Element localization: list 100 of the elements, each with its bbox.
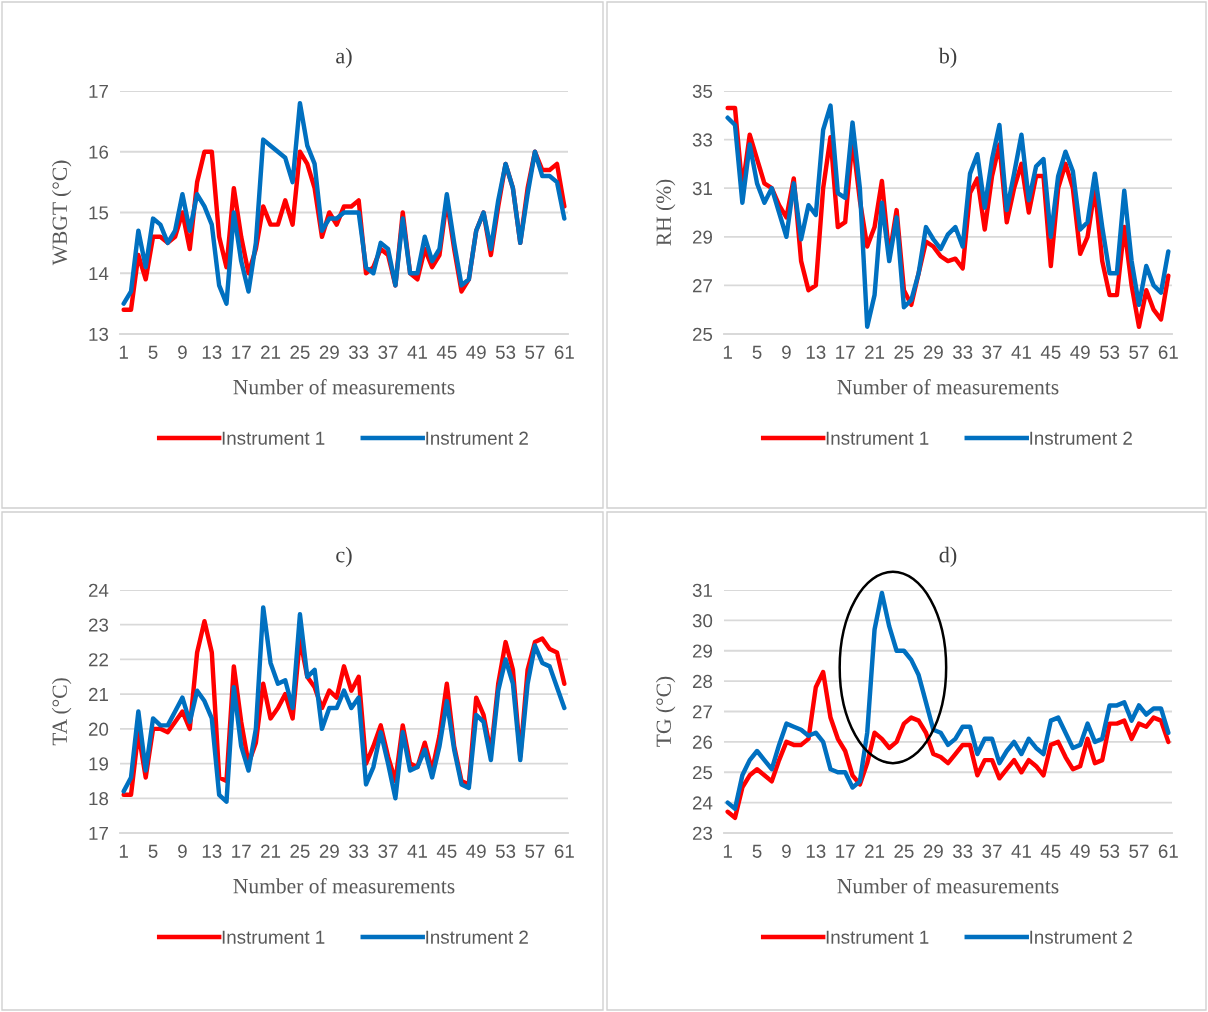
y-tick-label: 16 (89, 145, 109, 159)
x-tick-label: 13 (202, 345, 222, 359)
y-tick-label: 33 (692, 133, 713, 147)
x-tick-label: 29 (923, 345, 943, 359)
legend-label: Instrument 2 (426, 431, 528, 445)
legend-label: Instrument 1 (826, 431, 929, 445)
y-tick-label: 23 (88, 618, 109, 632)
y-tick-label: 28 (692, 674, 713, 689)
x-tick-label: 37 (982, 844, 1002, 858)
x-tick-label: 33 (348, 345, 369, 359)
x-tick-label: 53 (1099, 345, 1120, 359)
y-tick-label: 24 (692, 796, 713, 810)
y-tick-label: 27 (692, 705, 712, 719)
y-tick-label: 17 (89, 826, 108, 840)
x-tick-label: 57 (1129, 844, 1149, 858)
x-tick-label: 25 (290, 844, 310, 858)
x-axis-title: Number of measurements (837, 379, 1059, 395)
y-tick-label: 15 (89, 206, 109, 220)
x-tick-label: 25 (894, 844, 914, 858)
x-tick-label: 9 (782, 345, 791, 359)
x-tick-label: 61 (1158, 345, 1178, 359)
y-tick-label: 29 (692, 230, 712, 244)
x-tick-label: 5 (148, 844, 158, 858)
x-tick-label: 17 (836, 844, 855, 858)
x-tick-label: 49 (1070, 345, 1090, 359)
x-tick-label: 1 (723, 345, 732, 359)
x-tick-label: 61 (1158, 844, 1178, 858)
y-tick-label: 24 (88, 583, 109, 597)
x-tick-label: 53 (495, 844, 516, 858)
x-tick-label: 21 (261, 844, 281, 858)
x-tick-label: 33 (348, 844, 369, 858)
y-tick-label: 25 (692, 765, 713, 780)
x-tick-label: 25 (290, 345, 310, 359)
x-axis-title: Number of measurements (233, 878, 455, 894)
x-tick-label: 57 (525, 345, 545, 359)
chart-title: b) (938, 47, 957, 68)
legend-label: Instrument 1 (222, 431, 325, 445)
x-tick-label: 5 (148, 345, 158, 359)
x-tick-label: 41 (407, 844, 427, 858)
y-tick-label: 22 (88, 653, 108, 667)
y-tick-label: 20 (88, 722, 109, 736)
x-tick-label: 49 (1070, 844, 1090, 858)
legend-label: Instrument 2 (1030, 930, 1132, 944)
y-axis-title: TA (°C) (51, 678, 72, 746)
x-tick-label: 45 (436, 345, 457, 359)
x-tick-label: 53 (495, 345, 516, 359)
x-tick-label: 33 (952, 844, 973, 858)
x-tick-label: 45 (1040, 345, 1061, 359)
y-tick-label: 30 (692, 614, 713, 628)
chart-title: c) (336, 546, 352, 567)
legend-label: Instrument 1 (222, 930, 325, 944)
y-axis-title: RH (%) (655, 179, 676, 246)
y-tick-label: 35 (692, 84, 713, 98)
x-tick-label: 13 (202, 844, 222, 858)
x-tick-label: 37 (378, 844, 398, 858)
legend-label: Instrument 1 (826, 930, 929, 944)
x-tick-label: 37 (982, 345, 1002, 359)
x-tick-label: 17 (232, 345, 251, 359)
x-tick-label: 1 (119, 345, 128, 359)
x-tick-label: 29 (319, 345, 339, 359)
y-tick-label: 18 (89, 791, 109, 806)
x-tick-label: 61 (554, 844, 574, 858)
y-tick-label: 29 (692, 644, 712, 658)
x-tick-label: 49 (466, 844, 486, 858)
x-tick-label: 9 (178, 844, 187, 858)
x-tick-label: 25 (894, 345, 914, 359)
chart-title: d) (939, 546, 957, 567)
x-tick-label: 53 (1099, 844, 1120, 858)
x-tick-label: 45 (1040, 844, 1061, 858)
line-series (725, 669, 1171, 821)
line-series (121, 100, 567, 306)
legend-label: Instrument 2 (426, 930, 528, 944)
x-tick-label: 5 (752, 345, 762, 359)
y-tick-label: 31 (692, 583, 712, 597)
x-tick-label: 5 (752, 844, 762, 858)
x-tick-label: 33 (952, 345, 973, 359)
x-tick-label: 1 (119, 844, 128, 858)
x-tick-label: 57 (525, 844, 545, 858)
y-tick-label: 21 (88, 687, 108, 701)
x-tick-label: 13 (806, 844, 826, 858)
x-tick-label: 21 (865, 345, 885, 359)
y-axis-title: WBGT (°C) (51, 160, 72, 266)
y-tick-label: 14 (89, 267, 109, 281)
y-tick-label: 26 (692, 735, 713, 749)
x-tick-label: 45 (436, 844, 457, 858)
y-tick-label: 23 (692, 826, 713, 840)
x-tick-label: 17 (836, 345, 855, 359)
x-tick-label: 49 (466, 345, 486, 359)
x-tick-label: 9 (782, 844, 791, 858)
y-tick-label: 31 (692, 181, 712, 196)
y-tick-label: 19 (89, 757, 108, 771)
y-tick-label: 25 (692, 327, 713, 341)
chart-title: a) (336, 47, 352, 68)
x-tick-label: 41 (1011, 345, 1031, 359)
y-tick-label: 13 (89, 327, 109, 341)
line-series (725, 590, 1171, 811)
x-tick-label: 21 (865, 844, 885, 858)
x-tick-label: 61 (554, 345, 574, 359)
x-axis-title: Number of measurements (837, 878, 1059, 894)
y-axis-title: TG (°C) (655, 676, 676, 747)
